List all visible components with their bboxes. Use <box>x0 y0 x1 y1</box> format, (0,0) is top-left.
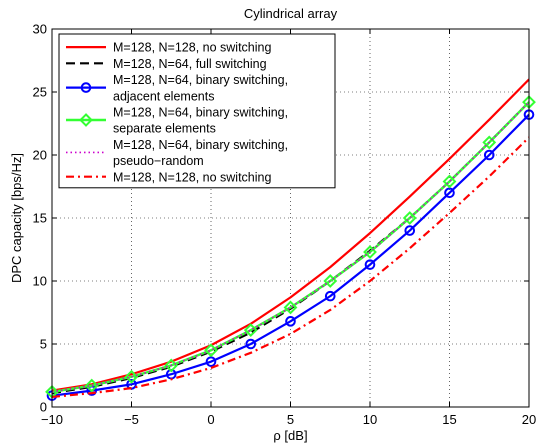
data-point <box>364 259 376 270</box>
x-tick-label: 0 <box>207 412 214 427</box>
y-tick-label: 0 <box>40 400 47 415</box>
series-line <box>51 101 530 394</box>
legend-entry-1: M=128, N=128, no switching <box>66 41 271 55</box>
y-tick-label: 20 <box>33 148 47 163</box>
data-point <box>363 245 377 259</box>
chart-title: Cylindrical array <box>244 6 338 21</box>
data-point <box>404 225 416 236</box>
data-point <box>204 343 218 358</box>
series-line <box>51 78 530 392</box>
x-tick-label: 5 <box>287 412 294 427</box>
data-point <box>442 174 457 189</box>
data-point <box>285 316 296 327</box>
legend-label: pseudo−random <box>113 154 204 168</box>
data-point <box>245 338 257 350</box>
data-point <box>402 211 417 225</box>
legend: M=128, N=128, no switching M=128, N=64, f… <box>58 33 336 189</box>
y-tick-label: 30 <box>33 22 47 37</box>
data-point <box>444 187 455 199</box>
tick-labels: −10 −5 0 5 10 15 20 0 5 10 15 20 25 30 <box>33 22 537 428</box>
series-6 <box>51 136 530 399</box>
legend-entry-6: M=128, N=128, no switching <box>66 170 271 184</box>
y-tick-label: 10 <box>33 274 47 289</box>
series-1 <box>51 78 530 392</box>
legend-label: M=128, N=64, full switching <box>113 57 267 71</box>
data-point <box>483 149 495 161</box>
data-point <box>205 356 217 367</box>
axis-ticks <box>51 28 530 408</box>
data-point <box>243 323 258 338</box>
legend-label: M=128, N=64, binary switching, <box>113 138 288 152</box>
series-4 <box>45 95 536 399</box>
y-axis-label: DPC capacity [bps/Hz] <box>9 153 24 283</box>
legend-label: M=128, N=64, binary switching, <box>113 106 288 120</box>
legend-label: adjacent elements <box>113 89 214 103</box>
x-tick-label: −10 <box>41 412 63 427</box>
series-layer <box>45 78 536 401</box>
legend-box <box>58 33 336 189</box>
legend-label: M=128, N=128, no switching <box>113 170 271 184</box>
data-point <box>84 378 99 393</box>
legend-entry-5: M=128, N=64, binary switching, pseudo−ran… <box>66 138 288 168</box>
data-point <box>283 300 298 315</box>
legend-label: M=128, N=128, no switching <box>113 41 271 55</box>
data-point <box>124 369 139 384</box>
legend-label: M=128, N=64, binary switching, <box>113 73 288 87</box>
legend-marker <box>79 113 93 127</box>
x-tick-label: 20 <box>522 412 536 427</box>
data-point <box>482 135 497 150</box>
x-tick-label: 15 <box>442 412 456 427</box>
x-tick-label: 10 <box>363 412 377 427</box>
y-tick-label: 25 <box>33 85 47 100</box>
y-tick-label: 5 <box>40 337 47 352</box>
series-3 <box>46 109 535 401</box>
x-axis-label: ρ [dB] <box>273 428 307 443</box>
plot-border <box>51 28 530 408</box>
series-line <box>51 136 530 399</box>
legend-marker <box>80 82 92 93</box>
legend-label: separate elements <box>113 122 216 136</box>
y-tick-label: 15 <box>33 211 47 226</box>
legend-entry-2: M=128, N=64, full switching <box>66 57 267 71</box>
legend-entry-4: M=128, N=64, binary switching, separate e… <box>66 106 288 136</box>
data-point <box>324 290 336 302</box>
x-tick-label: −5 <box>124 412 139 427</box>
legend-entry-3: M=128, N=64, binary switching, adjacent e… <box>66 73 288 103</box>
series-line <box>51 113 530 397</box>
